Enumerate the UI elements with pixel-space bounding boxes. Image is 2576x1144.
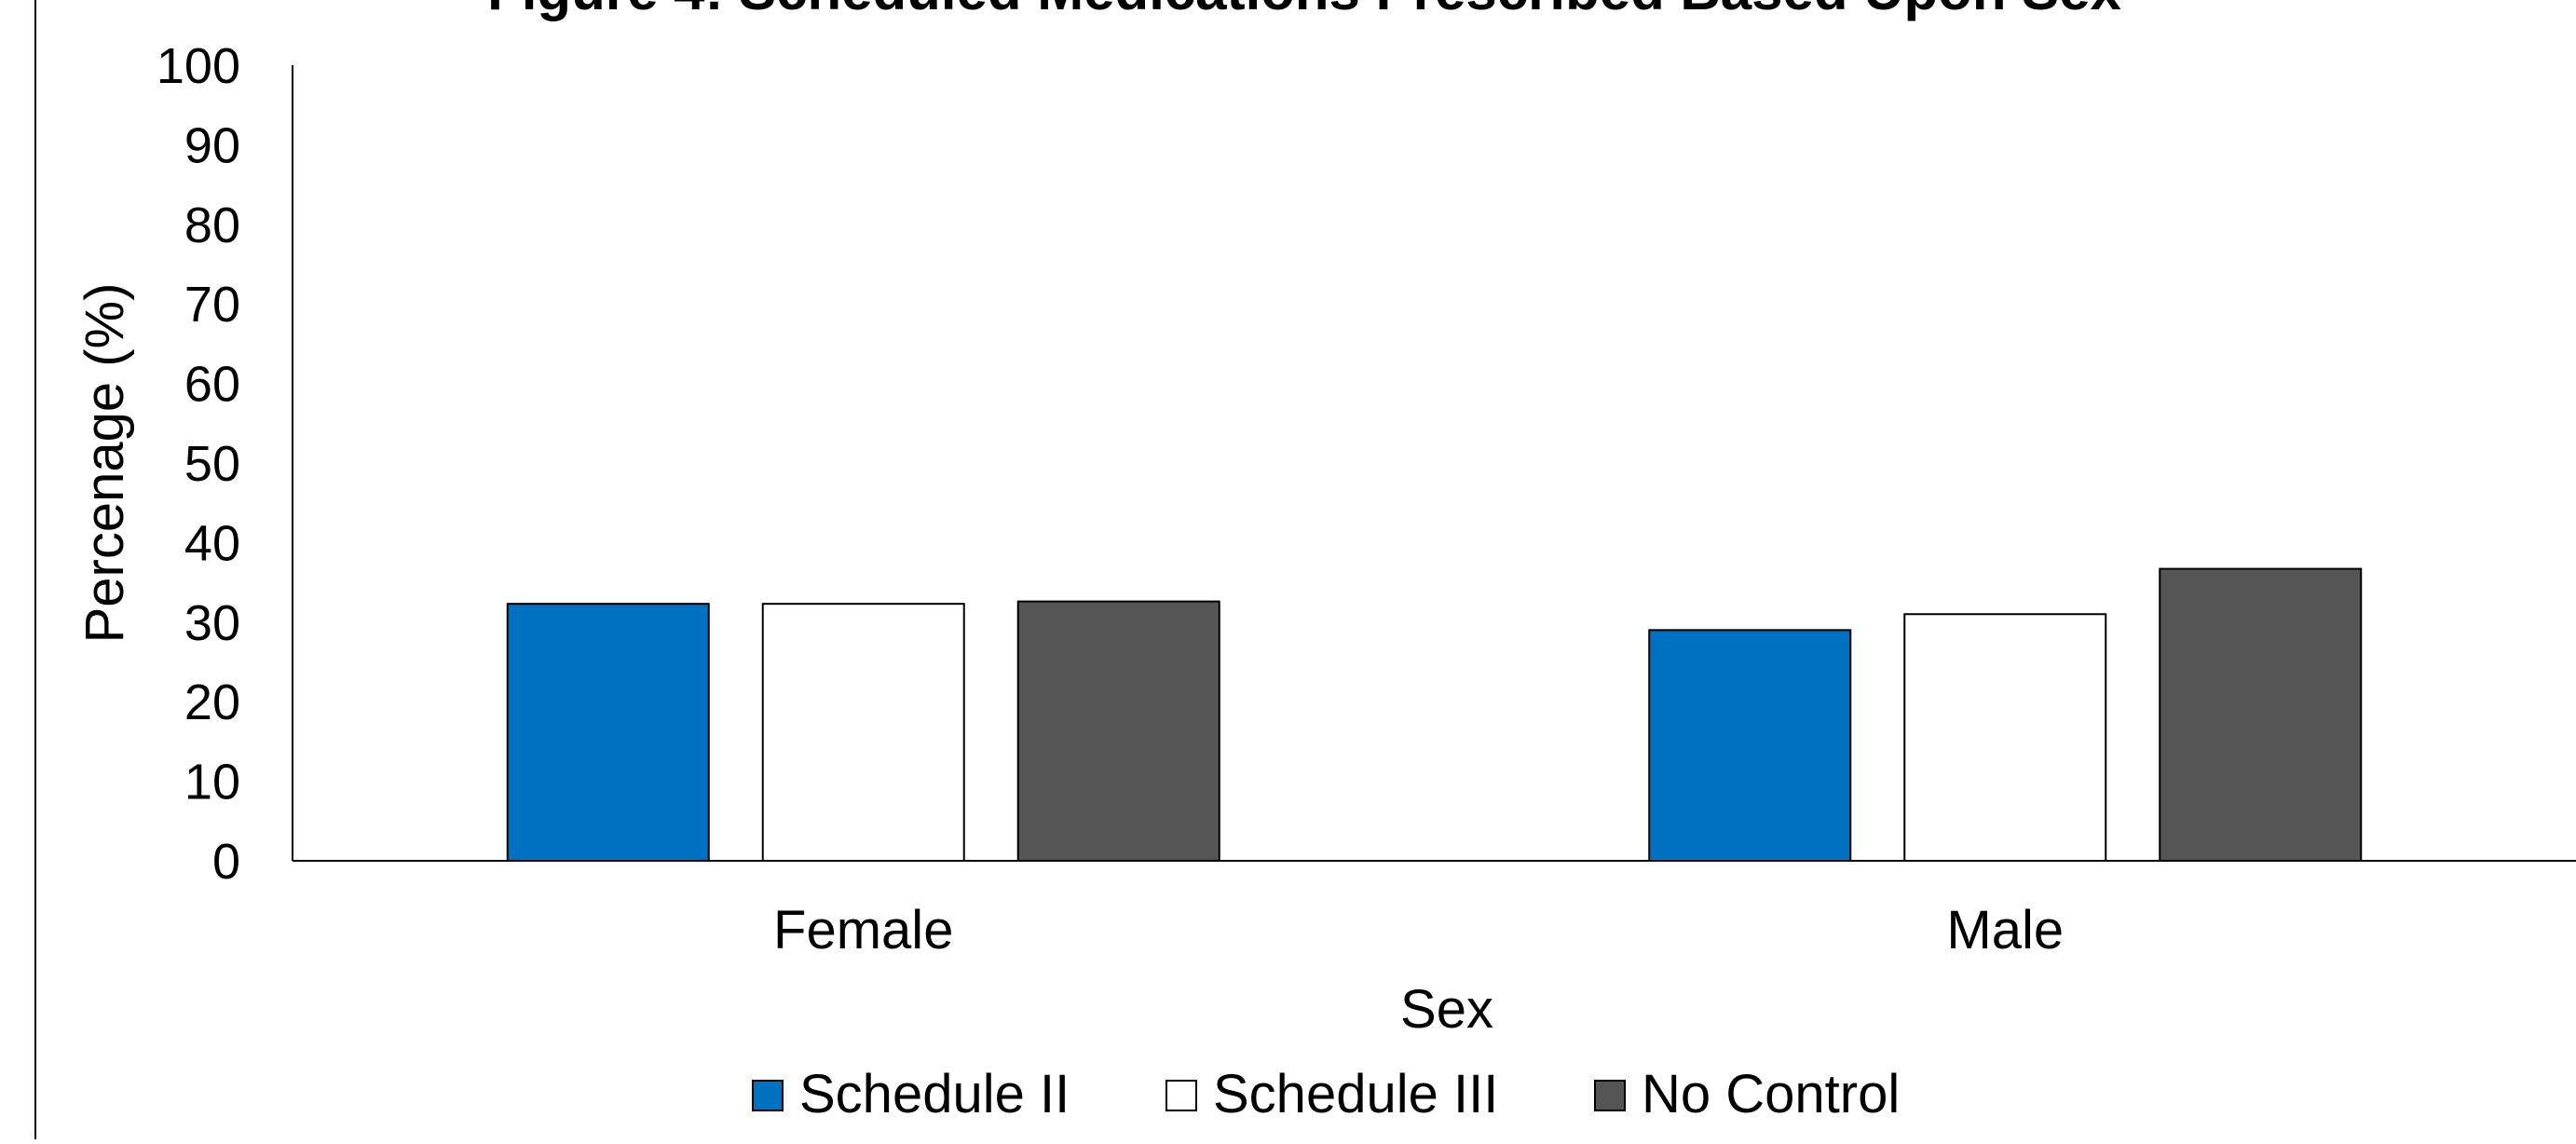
y-tick-label: 30 xyxy=(184,595,240,651)
x-category-label: Male xyxy=(1946,900,2064,960)
legend-swatch-schedule-iii xyxy=(1165,1080,1197,1111)
legend-label: Schedule II xyxy=(799,1064,1070,1124)
y-tick-label: 90 xyxy=(184,117,240,173)
y-tick-label: 70 xyxy=(184,277,240,333)
x-category-labels: Female Male xyxy=(773,900,2064,960)
legend: Schedule II Schedule III No Control xyxy=(752,1064,1900,1124)
y-tick-label: 100 xyxy=(157,38,240,94)
x-category-label: Female xyxy=(773,900,953,960)
y-tick-label: 0 xyxy=(212,834,240,890)
x-axis-title: Sex xyxy=(1400,979,1493,1040)
y-axis-title: Percenage (%) xyxy=(75,283,135,644)
chart-title: Figure 4: Scheduled Medications Prescrib… xyxy=(487,0,2121,21)
y-tick-label: 10 xyxy=(184,755,240,810)
y-tick-label: 60 xyxy=(184,357,240,413)
y-tick-label: 20 xyxy=(184,674,240,730)
y-tick-labels: 0 10 20 30 40 50 60 70 80 90 100 xyxy=(157,38,240,890)
y-tick-label: 40 xyxy=(184,515,240,571)
y-tick-label: 80 xyxy=(184,197,240,253)
bar-schedule-iii-female xyxy=(761,603,965,863)
bar-group xyxy=(506,567,2363,863)
legend-label: No Control xyxy=(1642,1064,1900,1124)
bar-schedule-ii-female xyxy=(506,603,710,863)
bar-schedule-iii-male xyxy=(1903,613,2107,862)
bar-no-control-male xyxy=(2159,567,2363,862)
bar-no-control-female xyxy=(1016,600,1220,862)
legend-swatch-no-control xyxy=(1594,1080,1626,1111)
legend-label: Schedule III xyxy=(1213,1064,1498,1124)
legend-swatch-schedule-ii xyxy=(752,1080,784,1111)
bar-schedule-ii-male xyxy=(1648,629,1852,863)
y-tick-label: 50 xyxy=(184,436,240,492)
